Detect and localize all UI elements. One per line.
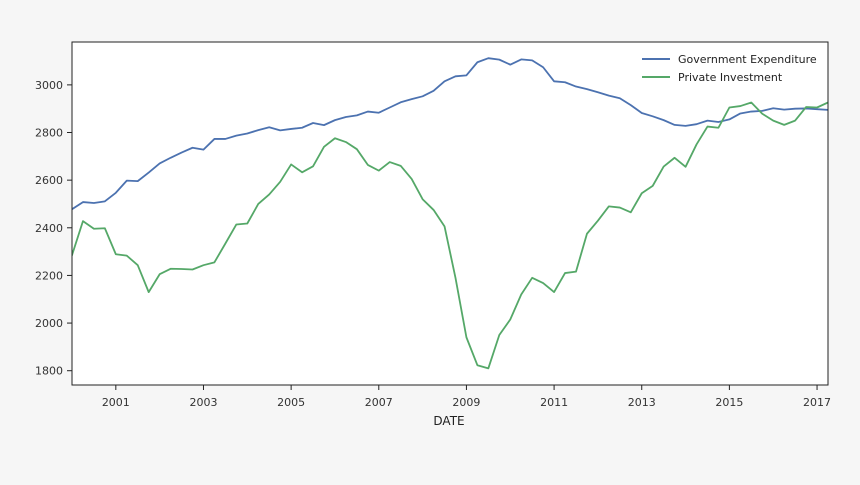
x-tick-label: 2005 <box>277 396 305 409</box>
x-tick-label: 2009 <box>452 396 480 409</box>
y-tick-label: 2600 <box>35 174 63 187</box>
x-axis-ticks: 2001 2003 2005 2007 2009 2011 2013 2015 2017 <box>102 385 831 409</box>
x-tick-label: 2011 <box>540 396 568 409</box>
x-tick-label: 2015 <box>715 396 743 409</box>
legend-label: Government Expenditure <box>678 53 817 66</box>
legend: Government Expenditure Private Investment <box>642 53 817 84</box>
y-tick-label: 2800 <box>35 127 63 140</box>
y-tick-label: 2000 <box>35 317 63 330</box>
series-line-government-expenditure <box>72 57 828 211</box>
series-line-private-investment <box>72 101 828 370</box>
y-axis-ticks: 1800 2000 2200 2400 2600 2800 3000 <box>35 79 72 378</box>
plot-frame <box>71 41 829 386</box>
x-axis-title: DATE <box>433 414 464 428</box>
x-tick-label: 2001 <box>102 396 130 409</box>
x-tick-label: 2013 <box>628 396 656 409</box>
y-tick-label: 2200 <box>35 269 63 282</box>
series-lines <box>72 57 828 370</box>
x-tick-label: 2003 <box>189 396 217 409</box>
y-tick-label: 3000 <box>35 79 63 92</box>
legend-label: Private Investment <box>678 71 783 84</box>
y-tick-label: 1800 <box>35 365 63 378</box>
y-tick-label: 2400 <box>35 222 63 235</box>
x-tick-label: 2007 <box>365 396 393 409</box>
plot-background <box>72 42 828 385</box>
x-tick-label: 2017 <box>803 396 831 409</box>
